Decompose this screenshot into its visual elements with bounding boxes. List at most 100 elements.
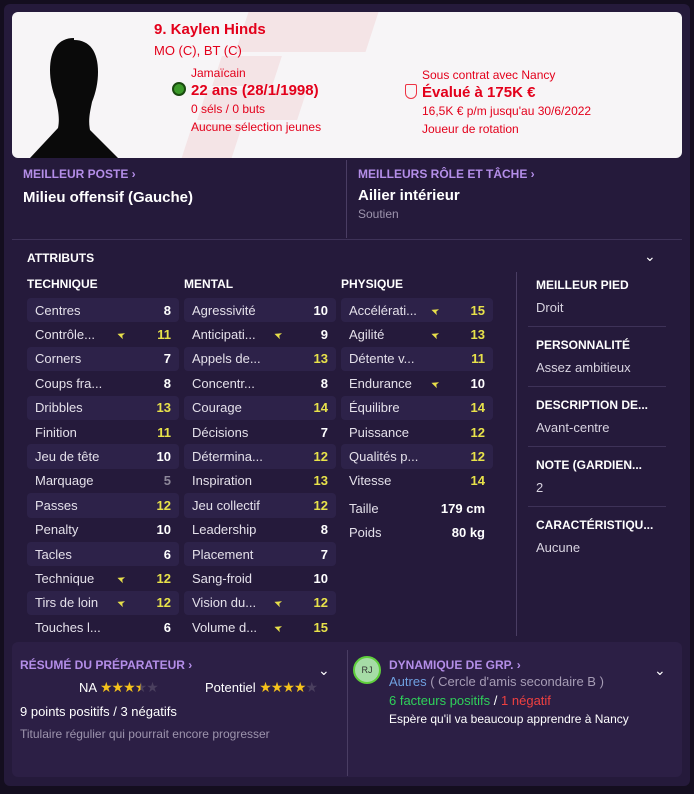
attribute-row[interactable]: Marquage 5 (27, 469, 179, 493)
attribute-value: 12 (470, 424, 485, 440)
nationality-block: Jamaïcain 22 ans (28/1/1998) 0 séls / 0 … (191, 64, 321, 136)
attribute-name: Penalty (35, 522, 79, 538)
attribute-row[interactable]: Qualités p... 12 (341, 444, 493, 469)
jamaica-flag-icon (172, 82, 186, 96)
attribute-value: 12 (156, 570, 171, 586)
attribute-row[interactable]: Tacles 6 (27, 541, 179, 567)
chevron-down-icon[interactable]: ⌄ (318, 662, 330, 678)
attribute-row[interactable]: Agilité ➤ 13 (341, 322, 493, 346)
side-info-item: NOTE (GARDIEN... 2 (536, 458, 642, 495)
attribute-row[interactable]: Jeu collectif 12 (184, 493, 336, 518)
attribute-name: Jeu de tête (35, 449, 100, 465)
best-role-link[interactable]: MEILLEURS RÔLE ET TÂCHE › (358, 167, 535, 181)
coach-report-link[interactable]: RÉSUMÉ DU PRÉPARATEUR › (20, 658, 193, 672)
dynamics-link[interactable]: DYNAMIQUE DE GRP. › (389, 658, 521, 672)
attribute-row[interactable]: Contrôle... ➤ 11 (27, 322, 179, 346)
attribute-row[interactable]: Finition 11 (27, 420, 179, 444)
attribute-name: Finition (35, 424, 77, 440)
side-info-title[interactable]: CARACTÉRISTIQU... (536, 518, 654, 532)
attribute-value: 10 (313, 570, 328, 586)
side-info-title[interactable]: NOTE (GARDIEN... (536, 458, 643, 472)
attribute-row[interactable]: Penalty 10 (27, 518, 179, 542)
attribute-value: 14 (470, 400, 485, 416)
attribute-row[interactable]: Tirs de loin ➤ 12 (27, 590, 179, 616)
attribute-row[interactable]: Passes 12 (27, 493, 179, 518)
attribute-row[interactable]: Inspiration 13 (184, 469, 336, 493)
attribute-name: Tacles (35, 546, 72, 562)
attribute-row[interactable]: Technique ➤ 12 (27, 566, 179, 590)
attribute-value: 11 (471, 351, 485, 367)
attribute-row[interactable]: Coups fra... 8 (27, 371, 179, 395)
attribute-name: Courage (192, 400, 242, 416)
attribute-row[interactable]: Dribbles 13 (27, 395, 179, 420)
star-icon: ★ (123, 679, 136, 695)
attribute-row[interactable]: Accélérati... ➤ 15 (341, 298, 493, 323)
attribute-row[interactable]: Vision du... ➤ 12 (184, 590, 336, 616)
attribute-name: Sang-froid (192, 570, 252, 586)
attribute-row[interactable]: Décisions 7 (184, 420, 336, 444)
chevron-down-icon[interactable]: ⌄ (654, 662, 666, 678)
attribute-name: Concentr... (192, 375, 255, 391)
attribute-row[interactable]: Corners 7 (27, 346, 179, 372)
divider (12, 239, 682, 240)
attribute-name: Anticipati... (192, 327, 256, 343)
column-title: TECHNIQUE (27, 277, 98, 291)
attribute-name: Endurance (349, 375, 412, 391)
attribute-row[interactable]: Touches l... 6 (27, 615, 179, 639)
attribute-value: 15 (470, 302, 485, 318)
side-info-title[interactable]: PERSONNALITÉ (536, 338, 631, 352)
mental-column: MENTAL Agressivité 10 Anticipati... ➤ 9 Appels… (184, 277, 336, 639)
attribute-row[interactable]: Détente v... 11 (341, 346, 493, 372)
chevron-down-icon[interactable]: ⌄ (644, 248, 656, 264)
wage: 16,5K € p/m jusqu'au 30/6/2022 (422, 104, 592, 118)
potential-ability: Potentiel ★★★★★ (205, 679, 318, 695)
best-position-link[interactable]: MEILLEUR POSTE › (23, 167, 136, 181)
attribute-row[interactable]: Courage 14 (184, 395, 336, 420)
avatar[interactable]: RJ (353, 656, 381, 684)
side-info-title[interactable]: MEILLEUR PIED (536, 278, 629, 292)
age: 22 ans (28/1/1998) (191, 82, 319, 99)
club-crest-icon[interactable] (405, 84, 417, 99)
attribute-value: 12 (470, 449, 485, 465)
attribute-value: 13 (470, 327, 485, 343)
attribute-value: 13 (313, 473, 328, 489)
attribute-row[interactable]: Jeu de tête 10 (27, 444, 179, 469)
side-info-title[interactable]: DESCRIPTION DE... (536, 398, 649, 412)
attribute-name: Détente v... (349, 351, 415, 367)
attributes-title: ATTRIBUTS (27, 251, 95, 265)
attribute-row[interactable]: Leadership 8 (184, 518, 336, 542)
attribute-name: Volume d... (192, 619, 258, 635)
attribute-row[interactable]: Appels de... 13 (184, 346, 336, 372)
attribute-value: 6 (163, 619, 171, 635)
attribute-row[interactable]: Détermina... 12 (184, 444, 336, 469)
attribute-value: 12 (156, 497, 171, 513)
attribute-row[interactable]: Concentr... 8 (184, 371, 336, 395)
attribute-name: Passes (35, 497, 78, 513)
attribute-row[interactable]: Puissance 12 (341, 420, 493, 444)
player-silhouette (30, 38, 118, 158)
attribute-row[interactable]: Agressivité 10 (184, 298, 336, 323)
attribute-row[interactable]: Volume d... ➤ 15 (184, 615, 336, 639)
attribute-row[interactable]: Anticipati... ➤ 9 (184, 322, 336, 346)
bottom-panel: RÉSUMÉ DU PRÉPARATEUR › ⌄ NA ★★★★★ Poten… (12, 642, 682, 777)
attribute-row[interactable]: Vitesse 14 (341, 469, 493, 493)
attribute-row[interactable]: Centres 8 (27, 298, 179, 323)
attribute-row[interactable]: Placement 7 (184, 541, 336, 567)
attribute-row[interactable]: Endurance ➤ 10 (341, 371, 493, 395)
attribute-value: 15 (313, 619, 328, 635)
attribute-row[interactable]: Sang-froid 10 (184, 566, 336, 590)
attribute-name: Décisions (192, 424, 249, 440)
side-info-value: Avant-centre (536, 420, 610, 435)
attribute-name: Touches l... (35, 619, 101, 635)
attribute-name: Vitesse (349, 473, 392, 489)
attribute-value: 5 (163, 473, 171, 489)
contract[interactable]: Sous contrat avec Nancy (422, 68, 556, 82)
attribute-row[interactable]: Équilibre 14 (341, 395, 493, 420)
star-icon: ★ (134, 679, 148, 695)
column-title: MENTAL (184, 277, 234, 291)
side-info-value: Aucune (536, 540, 581, 555)
player-header-card: 9. Kaylen Hinds MO (C), BT (C) Jamaïcain… (12, 12, 682, 158)
attribute-value: 14 (313, 400, 328, 416)
attribute-value: 8 (163, 375, 171, 391)
best-role-value: Ailier intérieur (358, 187, 460, 204)
